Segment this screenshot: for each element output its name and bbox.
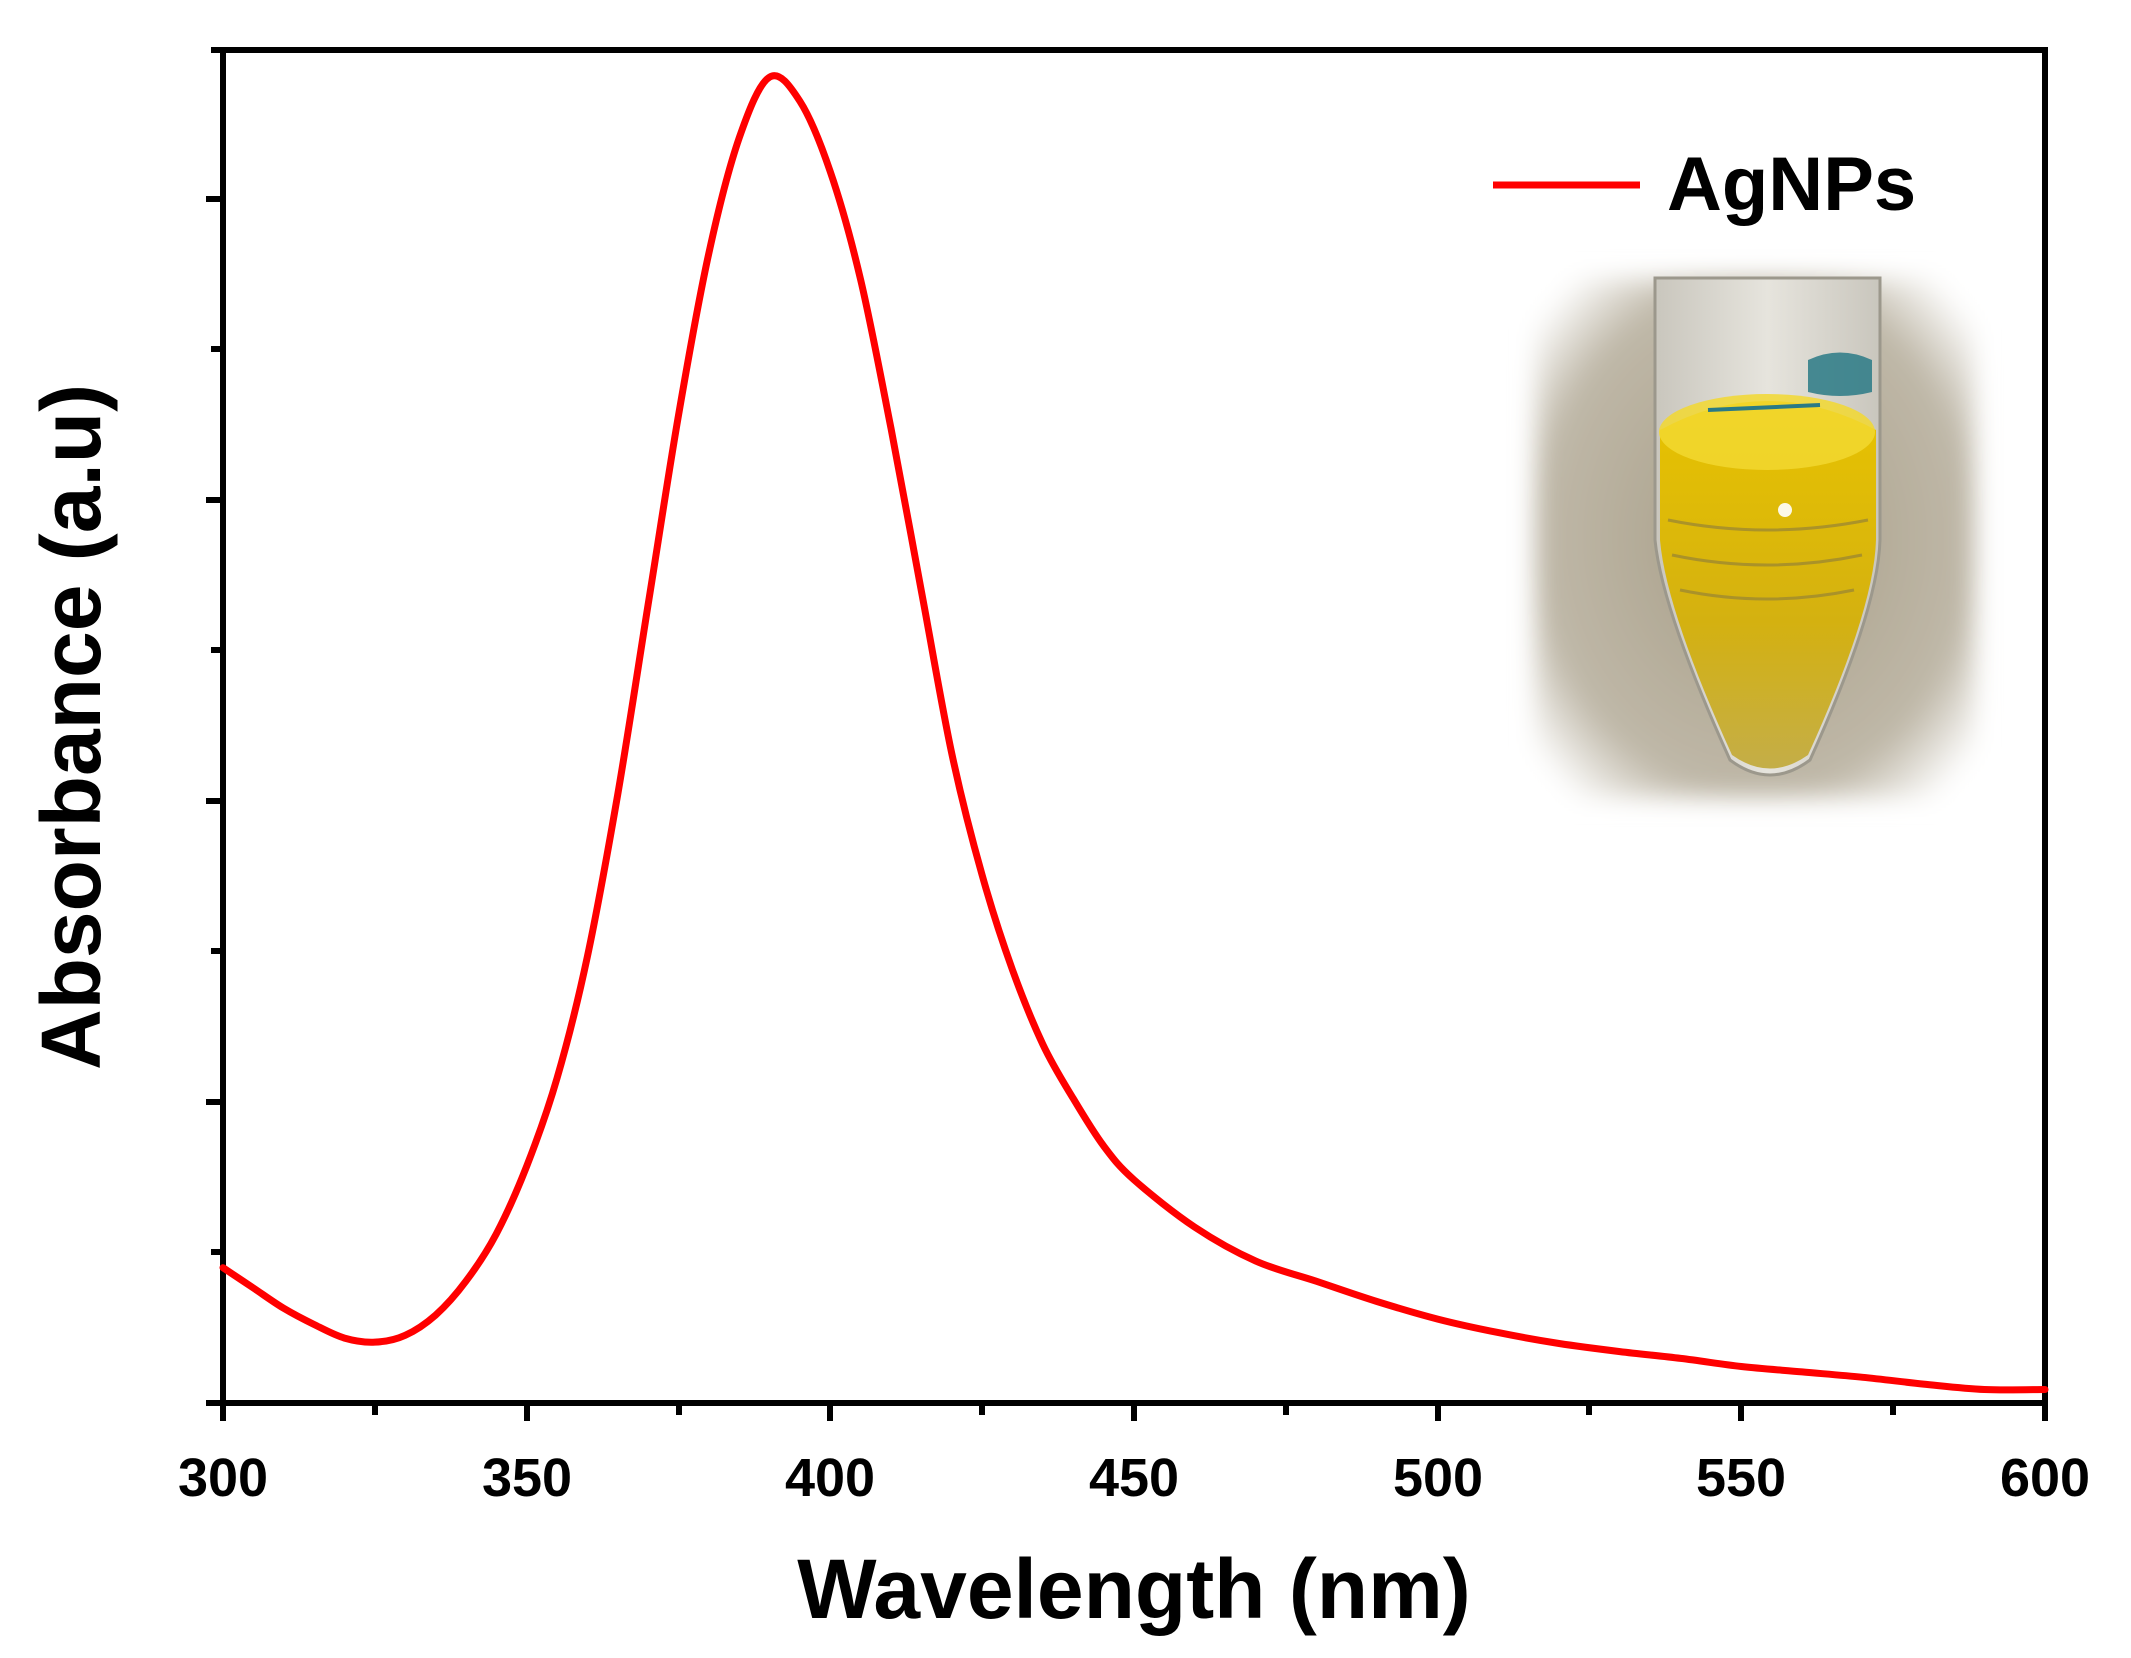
legend: AgNPs	[1493, 142, 1916, 227]
legend-label-agnps: AgNPs	[1667, 142, 1916, 227]
tube-highlight	[1778, 503, 1792, 517]
x-tick-label-400: 400	[785, 1448, 875, 1508]
tube-blue-line	[1707, 403, 1821, 412]
liquid-meniscus	[1659, 394, 1875, 470]
x-ticks	[220, 1403, 2048, 1421]
x-tick-labels: 300 350 400 450 500 550 600	[178, 1448, 2090, 1508]
x-tick-label-450: 450	[1089, 1448, 1179, 1508]
inset-photo	[1535, 276, 1975, 798]
tube-liquid	[1660, 401, 1876, 769]
x-axis-title: Wavelength (nm)	[797, 1542, 1471, 1636]
tube-graduation-lines	[1667, 518, 1869, 601]
tube-blue-marking	[1808, 352, 1872, 396]
series-line-agnps	[219, 72, 2049, 1394]
x-tick-label-550: 550	[1696, 1448, 1786, 1508]
x-tick-label-500: 500	[1393, 1448, 1483, 1508]
x-tick-label-350: 350	[482, 1448, 572, 1508]
x-tick-label-600: 600	[2000, 1448, 2090, 1508]
x-tick-label-300: 300	[178, 1448, 268, 1508]
y-axis-title: Absorbance (a.u)	[24, 384, 118, 1070]
